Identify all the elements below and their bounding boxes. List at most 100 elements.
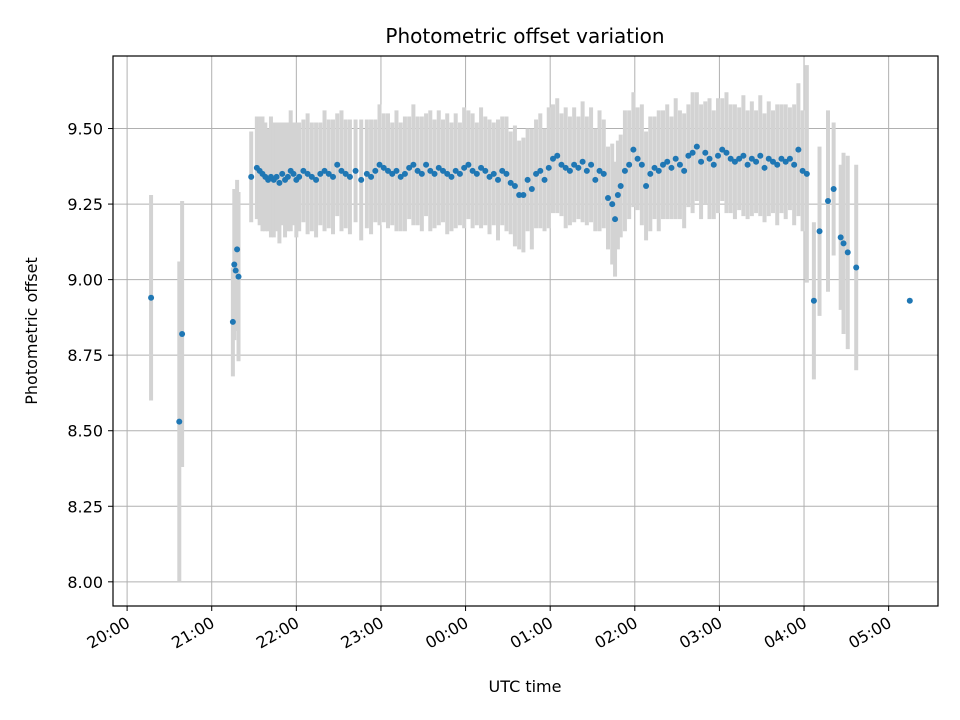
data-point [380, 164, 387, 171]
data-point [592, 176, 599, 183]
plot-frame [112, 55, 939, 607]
data-point [626, 161, 633, 168]
y-tick-label: 9.00 [67, 271, 103, 290]
data-point [579, 158, 586, 165]
data-point [499, 167, 506, 174]
data-point [689, 149, 696, 156]
data-point [473, 170, 480, 177]
data-point [358, 176, 365, 183]
data-point [791, 161, 798, 168]
chart-title: Photometric offset variation [385, 24, 664, 48]
data-point [830, 185, 837, 192]
data-point [406, 164, 413, 171]
data-point [596, 167, 603, 174]
data-point [583, 167, 590, 174]
data-point [651, 164, 658, 171]
data-point [736, 155, 743, 162]
data-point [368, 173, 375, 180]
data-point [668, 164, 675, 171]
data-point [719, 146, 726, 153]
data-point [342, 170, 349, 177]
data-point [840, 240, 847, 247]
data-point [321, 167, 328, 174]
data-point [507, 179, 514, 186]
data-point [588, 161, 595, 168]
data-point [541, 176, 548, 183]
y-tick-label: 8.75 [67, 346, 103, 365]
data-point [452, 167, 459, 174]
data-point [816, 228, 823, 235]
data-point [478, 164, 485, 171]
y-tick-label: 8.00 [67, 573, 103, 592]
data-point [655, 167, 662, 174]
data-point [376, 161, 383, 168]
data-point [731, 158, 738, 165]
data-point [672, 155, 679, 162]
data-point [385, 167, 391, 174]
data-point [740, 152, 747, 159]
data-point [660, 161, 666, 168]
x-axis-label: UTC time [489, 677, 562, 696]
data-point [605, 195, 611, 202]
data-point [810, 297, 817, 304]
data-point [516, 192, 523, 199]
data-point [273, 173, 280, 180]
data-point [575, 164, 582, 171]
data-point [706, 155, 713, 162]
data-point [313, 176, 320, 183]
data-point [431, 170, 438, 177]
data-point [566, 167, 573, 174]
data-point [825, 198, 831, 205]
data-point [448, 173, 455, 180]
data-point [330, 173, 336, 180]
data-point [528, 185, 535, 192]
data-point [325, 170, 332, 177]
data-point [418, 170, 425, 177]
data-point [444, 170, 451, 177]
data-point [786, 155, 793, 162]
data-point [511, 182, 518, 189]
data-point [389, 170, 396, 177]
y-axis-label: Photometric offset [22, 257, 41, 405]
data-point [853, 264, 860, 271]
data-point [490, 170, 497, 177]
data-point [423, 161, 430, 168]
data-point [702, 149, 709, 156]
data-point [176, 418, 183, 425]
data-point [803, 170, 810, 177]
data-point [440, 167, 446, 174]
data-point [410, 161, 417, 168]
y-tick-label: 9.25 [67, 195, 103, 214]
data-point [372, 167, 379, 174]
data-point [554, 152, 561, 159]
data-point [638, 161, 645, 168]
y-tick-label: 8.50 [67, 422, 103, 441]
data-point [647, 170, 654, 177]
data-point [482, 167, 489, 174]
data-point [234, 246, 241, 253]
data-point [770, 158, 776, 165]
data-point [558, 161, 565, 168]
data-point [664, 158, 671, 165]
data-point [774, 161, 781, 168]
data-point [520, 192, 527, 199]
data-point [634, 155, 641, 162]
data-point [600, 170, 607, 177]
y-axis-ticks: 8.00 8.25 8.50 8.75 9.00 9.25 9.50 [67, 120, 113, 592]
data-point [338, 167, 345, 174]
data-point [723, 149, 730, 156]
data-point [401, 170, 408, 177]
data-point [229, 318, 236, 325]
data-point [279, 170, 286, 177]
data-point [685, 152, 692, 159]
data-point [837, 234, 844, 241]
data-points [148, 143, 913, 425]
data-point [844, 249, 851, 256]
data-point [232, 267, 239, 274]
data-point [537, 167, 544, 174]
data-point [317, 170, 324, 177]
data-point [630, 146, 637, 153]
data-point [693, 143, 700, 150]
data-point [465, 161, 472, 168]
